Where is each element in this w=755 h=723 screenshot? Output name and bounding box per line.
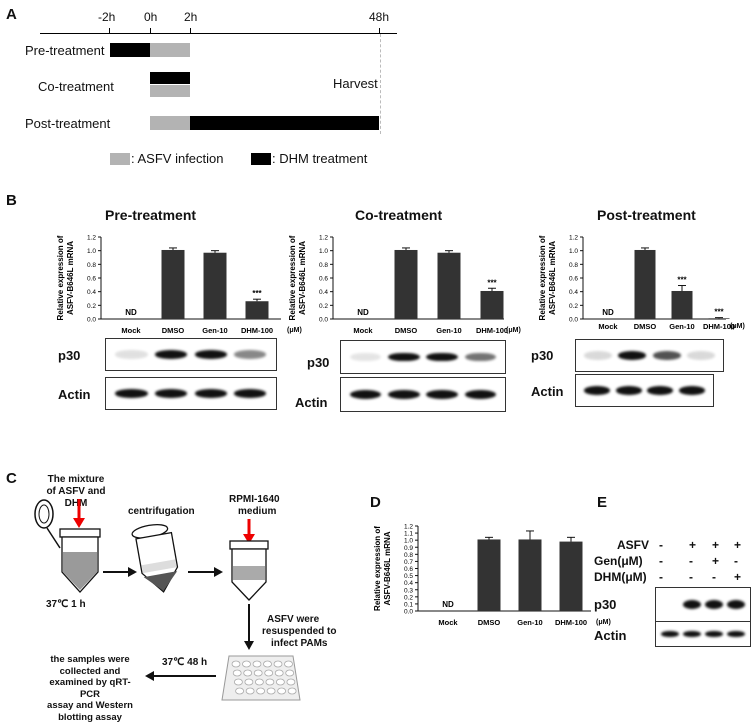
blot-band — [705, 600, 723, 609]
arrow-head — [128, 567, 137, 577]
well — [264, 661, 272, 667]
treatment-sign: + — [712, 554, 719, 568]
well — [275, 670, 283, 676]
dhm-label: DHM(μM) — [594, 570, 647, 584]
treatment-sign: - — [734, 554, 738, 568]
treatment-sign: - — [689, 570, 693, 584]
blot-band — [683, 600, 701, 609]
arrow-head — [214, 567, 223, 577]
p30-label: p30 — [594, 597, 616, 612]
well — [286, 670, 294, 676]
tube-1-liquid — [63, 552, 97, 590]
panel-label-d: D — [370, 494, 381, 511]
treatment-sign: + — [712, 538, 719, 552]
well — [276, 679, 284, 685]
blot-band — [661, 631, 679, 638]
blot-band — [727, 631, 745, 638]
panel-label-e: E — [597, 494, 607, 511]
tube-3-liquid — [233, 566, 265, 580]
well — [232, 661, 240, 667]
red-arrow-head — [73, 518, 85, 528]
well — [266, 679, 274, 685]
actin-label: Actin — [594, 628, 627, 643]
blot-band — [705, 631, 723, 638]
loop-stem — [47, 528, 60, 548]
loop-icon-inner — [39, 505, 49, 523]
well — [278, 688, 286, 694]
well — [246, 688, 254, 694]
well — [285, 661, 293, 667]
treatment-sign: + — [689, 538, 696, 552]
well — [274, 661, 282, 667]
tube-2 — [131, 522, 181, 596]
well — [255, 679, 263, 685]
samples-line: blotting assay — [40, 712, 140, 723]
treatment-sign: - — [689, 554, 693, 568]
gen-label: Gen(μM) — [594, 554, 643, 568]
treatment-sign: - — [659, 554, 663, 568]
loop-icon — [35, 500, 53, 528]
blot-band — [683, 631, 701, 638]
treatment-sign: - — [712, 570, 716, 584]
p30-blot — [655, 587, 751, 622]
well — [287, 679, 295, 685]
treatment-sign: - — [659, 538, 663, 552]
well — [254, 670, 262, 676]
treatment-sign: - — [659, 570, 663, 584]
tube-cap — [230, 541, 268, 549]
arrow-head — [244, 641, 254, 650]
blot-band — [727, 600, 745, 609]
well — [236, 688, 244, 694]
arrow-head — [145, 671, 154, 681]
well — [257, 688, 265, 694]
well — [288, 688, 296, 694]
treatment-sign: + — [734, 538, 741, 552]
treatment-sign: + — [734, 570, 741, 584]
well — [253, 661, 261, 667]
well — [234, 679, 242, 685]
well — [244, 670, 252, 676]
well — [243, 661, 251, 667]
well — [245, 679, 253, 685]
tube-cap — [60, 529, 100, 537]
well — [267, 688, 275, 694]
well — [265, 670, 273, 676]
actin-blot — [655, 621, 751, 647]
asfv-label: ASFV — [617, 538, 649, 552]
well — [233, 670, 241, 676]
